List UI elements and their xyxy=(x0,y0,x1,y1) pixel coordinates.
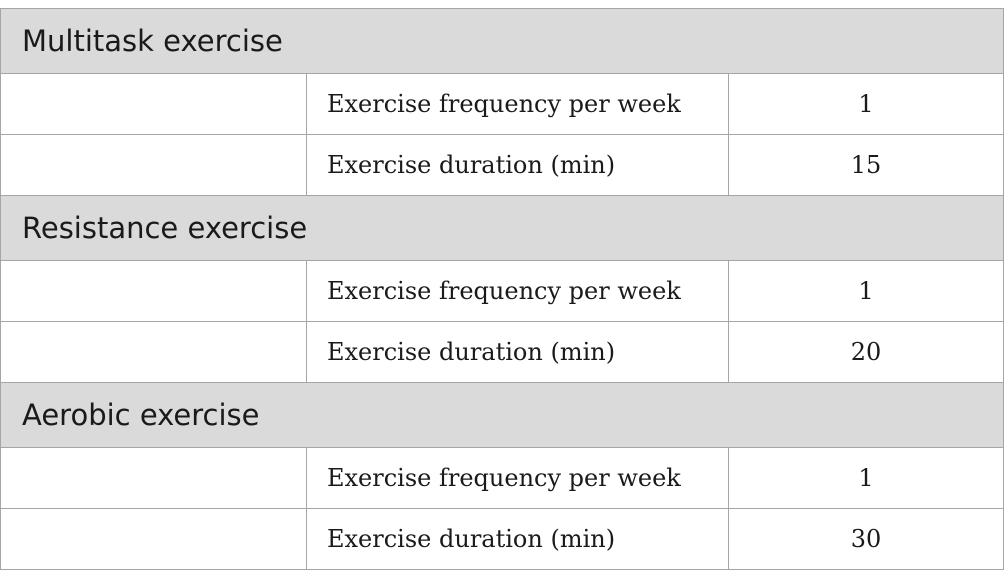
table-row: Exercise duration (min) 30 xyxy=(1,509,1004,570)
row-value: 30 xyxy=(729,509,1004,569)
empty-cell xyxy=(1,74,307,134)
table-row: Exercise duration (min) 20 xyxy=(1,322,1004,383)
row-label: Exercise frequency per week xyxy=(307,448,729,508)
section-header-resistance: Resistance exercise xyxy=(1,196,1004,261)
empty-cell xyxy=(1,448,307,508)
section-header-aerobic: Aerobic exercise xyxy=(1,383,1004,448)
empty-cell xyxy=(1,135,307,195)
row-value: 20 xyxy=(729,322,1004,382)
empty-cell xyxy=(1,509,307,569)
table-row: Exercise duration (min) 15 xyxy=(1,135,1004,196)
row-value: 1 xyxy=(729,74,1004,134)
table-row: Exercise frequency per week 1 xyxy=(1,261,1004,322)
table-row: Exercise frequency per week 1 xyxy=(1,448,1004,509)
row-label: Exercise duration (min) xyxy=(307,509,729,569)
table-row: Exercise frequency per week 1 xyxy=(1,74,1004,135)
exercise-table: Multitask exercise Exercise frequency pe… xyxy=(0,8,1004,570)
row-label: Exercise duration (min) xyxy=(307,322,729,382)
empty-cell xyxy=(1,322,307,382)
section-header-multitask: Multitask exercise xyxy=(1,9,1004,74)
row-value: 1 xyxy=(729,448,1004,508)
empty-cell xyxy=(1,261,307,321)
row-value: 15 xyxy=(729,135,1004,195)
row-value: 1 xyxy=(729,261,1004,321)
row-label: Exercise frequency per week xyxy=(307,261,729,321)
row-label: Exercise frequency per week xyxy=(307,74,729,134)
row-label: Exercise duration (min) xyxy=(307,135,729,195)
